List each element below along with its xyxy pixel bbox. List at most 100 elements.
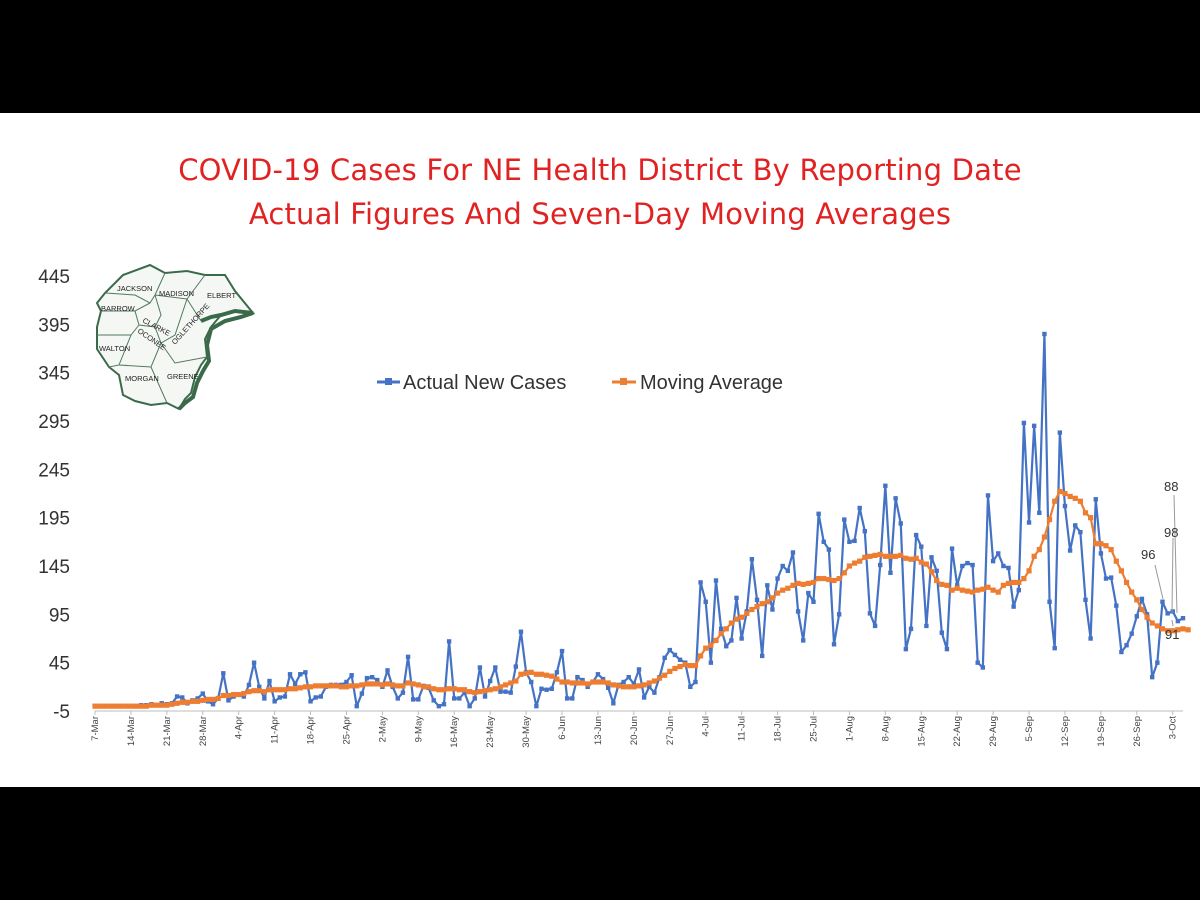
data-point xyxy=(405,680,411,686)
data-label-callouts: 96 98 88 91 xyxy=(1141,479,1179,642)
data-point xyxy=(790,550,796,555)
data-point xyxy=(626,674,631,680)
data-point xyxy=(1108,546,1114,553)
data-point xyxy=(323,683,329,689)
data-point xyxy=(405,654,411,660)
x-tick-label: 5-Sep xyxy=(1024,716,1035,741)
data-point xyxy=(585,684,590,690)
data-point xyxy=(267,678,272,684)
series-actual-new-cases xyxy=(92,331,1186,709)
data-point xyxy=(1165,628,1171,634)
data-point xyxy=(318,694,324,699)
county-label-jackson: JACKSON xyxy=(117,284,152,293)
data-point xyxy=(939,581,945,587)
data-point xyxy=(1083,597,1088,603)
data-point xyxy=(688,684,693,690)
y-tick-label: 295 xyxy=(38,412,70,433)
callout-leader-98 xyxy=(1171,537,1174,614)
data-point xyxy=(765,583,770,588)
data-point xyxy=(903,646,909,652)
data-point xyxy=(344,679,349,685)
data-point xyxy=(1016,579,1022,586)
data-point xyxy=(297,685,303,691)
data-point xyxy=(980,665,986,670)
data-point xyxy=(1052,645,1057,651)
data-point xyxy=(600,676,606,682)
data-point xyxy=(847,539,852,545)
data-point xyxy=(595,672,601,677)
county-label-greene: GREENE xyxy=(167,372,199,381)
data-point xyxy=(118,703,124,709)
x-tick-label: 25-Jul xyxy=(808,716,819,742)
data-point xyxy=(790,582,796,588)
data-point xyxy=(251,660,257,665)
data-point xyxy=(1123,579,1130,586)
data-point xyxy=(1067,493,1073,499)
data-point xyxy=(153,702,160,708)
y-tick-label: 195 xyxy=(38,509,70,530)
data-point xyxy=(369,674,375,680)
data-point xyxy=(1016,587,1021,593)
data-point xyxy=(133,703,139,709)
data-point xyxy=(257,684,262,690)
data-point xyxy=(420,684,427,690)
data-point xyxy=(246,689,252,695)
data-point xyxy=(1134,597,1140,603)
data-point xyxy=(652,690,657,695)
data-point xyxy=(513,678,519,684)
x-tick-label: 11-Apr xyxy=(270,716,281,744)
y-tick-label: 345 xyxy=(38,364,70,385)
data-point xyxy=(1031,553,1037,559)
y-tick-label: 445 xyxy=(38,267,70,288)
data-point xyxy=(1001,563,1006,569)
data-point xyxy=(497,684,504,690)
data-point xyxy=(621,679,626,685)
data-point xyxy=(990,558,996,564)
data-point xyxy=(672,652,678,658)
data-point xyxy=(780,587,786,593)
data-point xyxy=(785,585,791,591)
data-point xyxy=(1175,618,1181,624)
data-point xyxy=(651,678,657,684)
data-point xyxy=(533,671,539,677)
data-point xyxy=(456,687,462,693)
series-line xyxy=(95,490,1189,708)
data-point xyxy=(1185,627,1191,633)
data-point xyxy=(256,688,262,694)
data-point xyxy=(923,561,929,567)
map-outline xyxy=(95,263,256,411)
data-point xyxy=(220,692,226,699)
data-point xyxy=(1144,614,1150,620)
data-point xyxy=(292,681,298,687)
data-point xyxy=(852,538,857,544)
x-tick-label: 30-May xyxy=(521,716,532,748)
x-tick-label: 21-Mar xyxy=(162,716,173,746)
callout-leader-88 xyxy=(1173,494,1178,614)
data-point xyxy=(857,558,863,564)
x-tick-label: 16-May xyxy=(449,716,460,748)
data-label-96: 96 xyxy=(1141,547,1155,562)
data-point xyxy=(364,681,370,687)
data-point xyxy=(893,553,899,559)
data-point xyxy=(379,682,385,688)
data-point xyxy=(328,683,334,689)
data-point xyxy=(713,578,719,583)
data-point xyxy=(1072,495,1078,501)
data-point xyxy=(92,703,98,709)
data-point xyxy=(400,690,406,695)
data-point xyxy=(734,595,739,601)
data-point xyxy=(723,626,729,632)
data-point xyxy=(913,555,919,561)
x-tick-label: 1-Aug xyxy=(844,716,855,741)
data-point xyxy=(770,607,775,612)
x-tick-label: 19-Sep xyxy=(1096,716,1107,747)
data-point xyxy=(759,653,765,659)
data-point xyxy=(1129,631,1134,636)
data-point xyxy=(826,547,832,552)
data-point xyxy=(528,669,534,675)
data-point xyxy=(354,683,360,689)
legend-label-actual: Actual New Cases xyxy=(403,372,566,394)
data-point xyxy=(482,694,488,699)
data-point xyxy=(1026,568,1032,574)
data-point xyxy=(559,679,565,685)
